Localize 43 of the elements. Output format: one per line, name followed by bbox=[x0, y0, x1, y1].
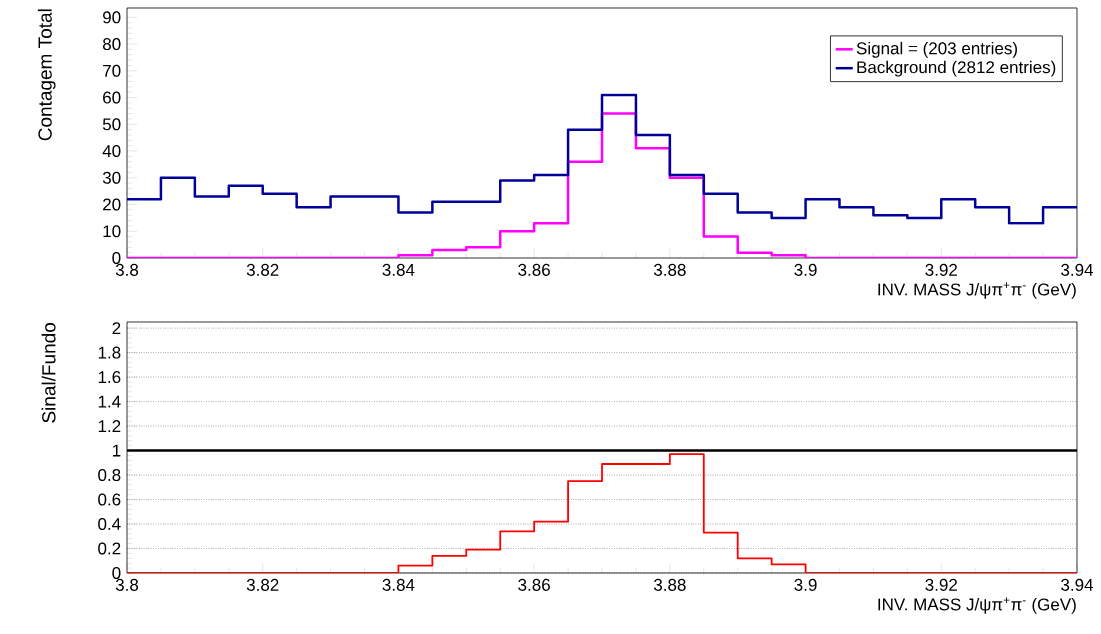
x-tick-label: 3.92 bbox=[925, 578, 957, 591]
y-tick-label: 50 bbox=[102, 118, 121, 131]
y-tick-label: 1.2 bbox=[98, 420, 121, 432]
y-axis-title: Sinal/Fundo bbox=[41, 323, 56, 423]
x-tick-label: 3.9 bbox=[794, 578, 817, 591]
x-tick-label: 3.94 bbox=[1061, 578, 1094, 591]
x-axis-title: INV. MASS J/ψπ$^{+}$π$^{-}$ (GeV) bbox=[878, 597, 1076, 614]
x-tick-label: 3.86 bbox=[518, 578, 550, 591]
y-tick-label: 40 bbox=[102, 145, 121, 158]
y-tick-label: 0.2 bbox=[98, 542, 121, 555]
y-tick-label: 10 bbox=[103, 225, 121, 238]
y-tick-label: 1.4 bbox=[98, 395, 121, 408]
x-tick-label: 3.86 bbox=[518, 263, 550, 276]
y-tick-label: 1.6 bbox=[98, 371, 121, 384]
x-tick-label: 3.9 bbox=[794, 263, 817, 276]
x-tick-label: 3.84 bbox=[382, 578, 415, 591]
x-tick-label: 3.88 bbox=[653, 263, 686, 276]
y-tick-label: 90 bbox=[103, 11, 121, 24]
y-tick-label: 60 bbox=[103, 91, 121, 104]
x-tick-label: 3.8 bbox=[115, 578, 139, 591]
legend-label: Background (2812 entries) bbox=[857, 60, 1056, 77]
y-tick-label: 0.8 bbox=[98, 469, 121, 482]
y-tick-label: 0.4 bbox=[98, 517, 121, 531]
y-tick-label: 0 bbox=[112, 566, 121, 580]
y-tick-label: 0 bbox=[112, 251, 121, 265]
y-axis-title: Contagem Total bbox=[37, 9, 56, 141]
y-tick-label: 0.6 bbox=[98, 493, 121, 506]
y-tick-label: 1.8 bbox=[98, 346, 121, 359]
x-tick-label: 3.92 bbox=[925, 263, 957, 276]
x-tick-label: 3.94 bbox=[1061, 263, 1094, 276]
y-tick-label: 20 bbox=[103, 198, 121, 211]
y-tick-label: 30 bbox=[102, 171, 121, 184]
legend-label: Signal = (203 entries) bbox=[856, 41, 1017, 58]
x-tick-label: 3.82 bbox=[246, 263, 279, 276]
y-tick-label: 80 bbox=[102, 38, 121, 51]
y-tick-label: 1 bbox=[112, 444, 121, 457]
y-tick-label: 2 bbox=[112, 322, 121, 335]
x-axis-title: INV. MASS J/ψπ$^{+}$π$^{-}$ (GeV) bbox=[878, 282, 1076, 299]
x-tick-label: 3.82 bbox=[246, 578, 279, 591]
y-tick-label: 70 bbox=[103, 64, 121, 77]
x-tick-label: 3.88 bbox=[653, 578, 686, 591]
x-tick-label: 3.84 bbox=[382, 263, 415, 276]
x-tick-label: 3.8 bbox=[115, 263, 139, 276]
